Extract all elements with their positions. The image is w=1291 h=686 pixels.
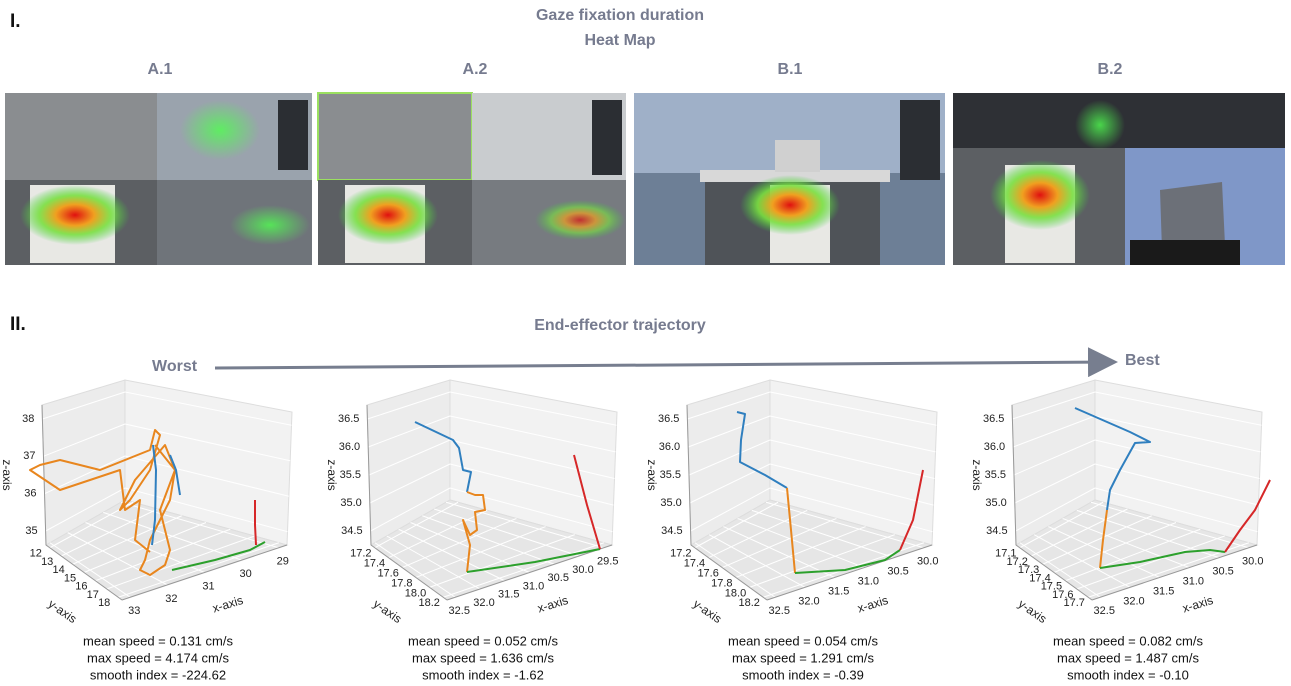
y-tick-label: 17.7 xyxy=(1063,597,1084,609)
stat-line: smooth index = -224.62 xyxy=(90,667,226,682)
z-tick-label: 35.0 xyxy=(660,497,681,509)
x-tick-label: 32 xyxy=(165,593,177,605)
trajectory xyxy=(255,500,256,545)
z-tick-label: 36.0 xyxy=(659,441,680,453)
axis-label: z-axis xyxy=(0,459,14,490)
axis-label: y-axis xyxy=(46,597,80,626)
x-tick-label: 32.5 xyxy=(449,605,470,617)
z-tick-label: 35.5 xyxy=(340,469,361,481)
screenshot xyxy=(318,93,626,265)
plot-frame: 35363738121314151617183332313029z-axisy-… xyxy=(0,380,292,682)
x-tick-label: 31.0 xyxy=(523,580,544,592)
x-tick-label: 32.0 xyxy=(1123,595,1144,607)
z-tick-label: 36.0 xyxy=(339,441,360,453)
plot-3d: 34.535.035.536.036.517.117.217.317.417.5… xyxy=(970,380,1270,682)
x-tick-label: 29.5 xyxy=(597,556,618,568)
screenshot xyxy=(953,93,1285,265)
x-tick-label: 30.5 xyxy=(887,566,908,578)
stat-line: smooth index = -0.39 xyxy=(742,667,864,682)
y-tick-label: 18.2 xyxy=(738,597,759,609)
x-tick-label: 30.0 xyxy=(917,556,938,568)
x-tick-label: 33 xyxy=(128,605,140,617)
stat-line: max speed = 1.487 cm/s xyxy=(1057,650,1199,665)
z-tick-label: 36.0 xyxy=(984,441,1005,453)
stat-line: max speed = 1.291 cm/s xyxy=(732,650,874,665)
axis-label: z-axis xyxy=(970,459,984,490)
y-tick-label: 18.2 xyxy=(418,597,439,609)
axis-label: y-axis xyxy=(1016,597,1050,626)
stat-line: max speed = 1.636 cm/s xyxy=(412,650,554,665)
axis-label: x-axis xyxy=(1181,593,1215,616)
x-tick-label: 32.5 xyxy=(1094,605,1115,617)
panel-label: B.1 xyxy=(778,61,803,78)
panel-label: A.2 xyxy=(463,61,488,78)
axis-label: x-axis xyxy=(536,593,570,616)
z-tick-label: 37 xyxy=(23,450,35,462)
z-tick-label: 35.5 xyxy=(985,469,1006,481)
panel-label: A.1 xyxy=(148,61,173,78)
z-tick-label: 35 xyxy=(25,525,37,537)
x-tick-label: 31.5 xyxy=(498,589,519,601)
stat-line: mean speed = 0.054 cm/s xyxy=(728,633,878,648)
x-tick-label: 30.5 xyxy=(1212,566,1233,578)
x-tick-label: 31.5 xyxy=(828,585,849,597)
z-tick-label: 34.5 xyxy=(661,525,682,537)
title: End-effector trajectory xyxy=(534,317,706,334)
x-tick-label: 32.0 xyxy=(473,597,494,609)
x-tick-label: 31.0 xyxy=(858,575,879,587)
z-tick-label: 36.5 xyxy=(658,413,679,425)
title: Gaze fixation duration xyxy=(536,7,704,24)
z-tick-label: 36 xyxy=(24,488,36,500)
plot-frame: 34.535.035.536.036.517.217.417.617.818.0… xyxy=(325,380,619,682)
z-tick-label: 36.5 xyxy=(983,413,1004,425)
x-tick-label: 29 xyxy=(277,556,289,568)
x-tick-label: 31.0 xyxy=(1183,575,1204,587)
stat-line: smooth index = -0.10 xyxy=(1067,667,1189,682)
worst-label: Worst xyxy=(152,358,198,375)
plot-3d: 35363738121314151617183332313029z-axisy-… xyxy=(0,380,292,682)
x-tick-label: 32.5 xyxy=(769,605,790,617)
screenshot xyxy=(5,93,312,265)
axis-label: y-axis xyxy=(371,597,405,626)
x-tick-label: 30.0 xyxy=(572,564,593,576)
x-tick-label: 30 xyxy=(240,568,252,580)
figure: I. Gaze fixation duration Heat Map A.1 A… xyxy=(0,0,1291,686)
axis-label: z-axis xyxy=(325,459,339,490)
y-tick-label: 18 xyxy=(98,597,110,609)
arrow xyxy=(215,362,1112,368)
axis-label: y-axis xyxy=(691,597,725,626)
panel-label: B.2 xyxy=(1098,61,1123,78)
z-tick-label: 35.5 xyxy=(660,469,681,481)
stat-line: mean speed = 0.082 cm/s xyxy=(1053,633,1203,648)
x-tick-label: 31.5 xyxy=(1153,585,1174,597)
z-tick-label: 35.0 xyxy=(340,497,361,509)
axis-label: z-axis xyxy=(645,459,659,490)
x-tick-label: 31 xyxy=(202,580,214,592)
z-tick-label: 36.5 xyxy=(338,413,359,425)
z-tick-label: 34.5 xyxy=(341,525,362,537)
subtitle: Heat Map xyxy=(584,32,655,49)
axis-label: x-axis xyxy=(856,593,890,616)
plot-3d: 34.535.035.536.036.517.217.417.617.818.0… xyxy=(645,380,939,682)
section-label: I. xyxy=(10,11,21,32)
stat-line: max speed = 4.174 cm/s xyxy=(87,650,229,665)
best-label: Best xyxy=(1125,352,1160,369)
section-label: II. xyxy=(10,314,26,335)
stat-line: mean speed = 0.131 cm/s xyxy=(83,633,233,648)
z-tick-label: 35.0 xyxy=(985,497,1006,509)
plot-3d: 34.535.035.536.036.517.217.417.617.818.0… xyxy=(325,380,619,682)
axis-label: x-axis xyxy=(211,593,245,616)
z-tick-label: 38 xyxy=(22,413,34,425)
z-tick-label: 34.5 xyxy=(986,525,1007,537)
x-tick-label: 32.0 xyxy=(798,595,819,607)
x-tick-label: 30.5 xyxy=(548,572,569,584)
y-tick-label: 14 xyxy=(52,564,64,576)
x-tick-label: 30.0 xyxy=(1242,556,1263,568)
screenshot xyxy=(634,93,945,265)
stat-line: smooth index = -1.62 xyxy=(422,667,544,682)
stat-line: mean speed = 0.052 cm/s xyxy=(408,633,558,648)
